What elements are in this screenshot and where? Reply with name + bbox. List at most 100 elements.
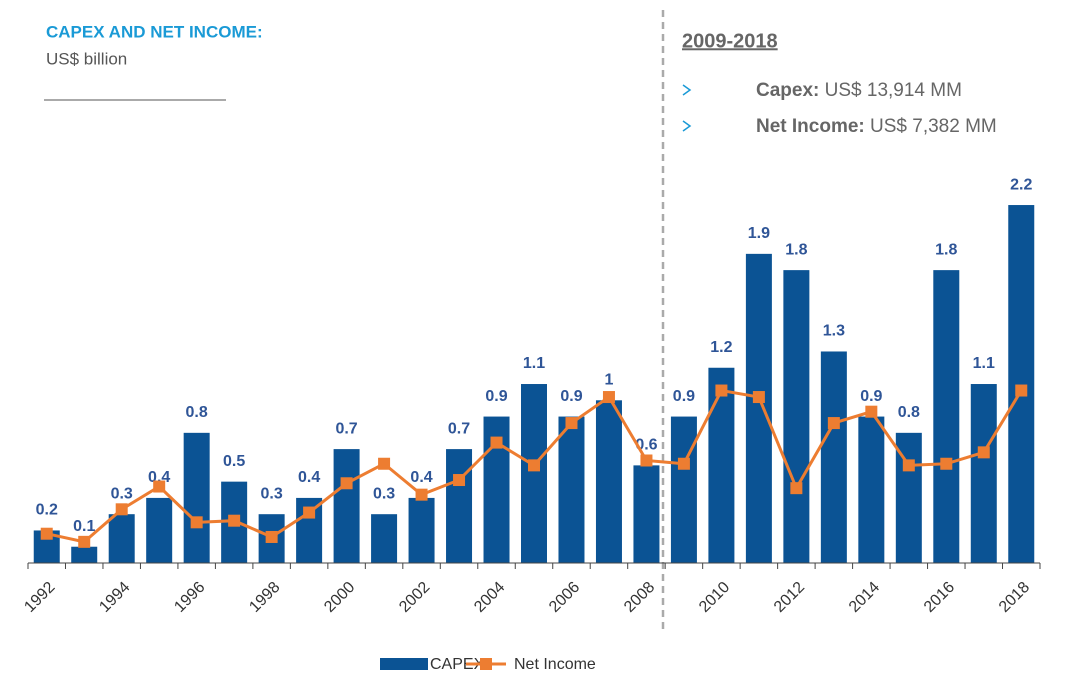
- data-label: 1.8: [785, 241, 807, 258]
- data-label: 0.3: [373, 485, 395, 502]
- data-label: 0.9: [560, 388, 582, 405]
- line-marker: [565, 417, 578, 430]
- line-marker: [677, 457, 690, 470]
- bar: [146, 497, 173, 563]
- bar: [970, 384, 997, 563]
- legend-swatch: [380, 658, 428, 670]
- x-tick-label: 1996: [171, 579, 208, 616]
- data-label: 0.9: [673, 388, 695, 405]
- summary-heading: 2009-2018: [682, 30, 778, 52]
- data-label: 1.1: [973, 355, 995, 372]
- bar: [558, 416, 585, 563]
- bar: [745, 253, 772, 563]
- line-marker: [78, 535, 91, 548]
- x-tick-label: 2008: [621, 579, 658, 616]
- x-tick-label: 2014: [846, 579, 883, 616]
- summary-label: Capex:: [756, 80, 819, 101]
- data-label: 1.1: [523, 355, 545, 372]
- line-marker: [115, 503, 128, 516]
- bar: [446, 449, 473, 563]
- bar: [933, 270, 960, 563]
- line-marker: [977, 446, 990, 459]
- bar: [858, 416, 885, 563]
- chart-subtitle: US$ billion: [46, 49, 127, 68]
- data-label: 1.3: [823, 323, 845, 340]
- data-label: 0.9: [860, 388, 882, 405]
- data-label: 0.2: [36, 502, 58, 519]
- line-marker: [752, 391, 765, 404]
- bar: [408, 497, 435, 563]
- line-marker: [453, 474, 466, 487]
- line-marker: [490, 436, 503, 449]
- bullet: [682, 120, 692, 132]
- bar: [708, 367, 735, 563]
- line-marker: [40, 527, 53, 540]
- summary-text: US$ 7,382 MM: [870, 116, 997, 137]
- data-label: 0.7: [448, 420, 470, 437]
- x-tick-label: 2002: [396, 579, 433, 616]
- bar: [183, 432, 210, 563]
- data-label: 0.4: [298, 469, 320, 486]
- line-marker: [865, 405, 878, 418]
- x-tick-label: 2004: [471, 579, 508, 616]
- data-label: 0.8: [186, 404, 208, 421]
- bar: [783, 270, 810, 563]
- line-marker: [528, 459, 540, 472]
- data-label: 2.2: [1010, 176, 1032, 193]
- line-marker: [153, 480, 166, 493]
- legend-label: CAPEX: [430, 656, 485, 673]
- chart-title: CAPEX AND NET INCOME:: [46, 22, 263, 41]
- x-tick-label: 1992: [21, 579, 58, 616]
- summary-item: Net Income: US$ 7,382 MM: [756, 116, 997, 137]
- x-tick-label: 2018: [996, 579, 1033, 616]
- summary-text: US$ 13,914 MM: [825, 80, 962, 101]
- data-label: 0.1: [73, 518, 95, 535]
- line-marker: [190, 516, 203, 529]
- data-label: 1.8: [935, 241, 957, 258]
- summary-label: Net Income:: [756, 116, 865, 137]
- data-label: 0.4: [410, 469, 432, 486]
- bar: [633, 465, 660, 563]
- line-marker: [940, 457, 953, 470]
- x-tick-label: 1994: [96, 579, 133, 616]
- data-label: 1.9: [748, 225, 770, 242]
- summary-item: Capex: US$ 13,914 MM: [756, 80, 962, 101]
- data-label: 0.3: [111, 485, 133, 502]
- line-marker: [265, 530, 278, 543]
- line-marker: [378, 457, 391, 470]
- bar: [333, 449, 360, 563]
- data-label: 1.2: [710, 339, 732, 356]
- line-marker: [415, 488, 428, 501]
- bar: [108, 514, 135, 563]
- legend-swatch: [480, 658, 492, 670]
- bar: [595, 400, 622, 563]
- bullet: [682, 84, 692, 96]
- bar: [521, 384, 547, 563]
- line-marker: [790, 482, 803, 495]
- bar: [71, 546, 98, 563]
- bar: [1008, 205, 1035, 563]
- data-label: 0.3: [261, 485, 283, 502]
- line-marker: [1015, 384, 1028, 397]
- line-marker: [602, 391, 615, 404]
- x-tick-label: 2006: [546, 579, 583, 616]
- line-marker: [902, 459, 915, 472]
- line-marker: [640, 454, 653, 467]
- data-label: 0.9: [485, 388, 507, 405]
- x-tick-label: 2016: [921, 579, 958, 616]
- x-tick-label: 2000: [321, 579, 358, 616]
- bar: [670, 416, 697, 563]
- line-marker: [827, 417, 840, 430]
- data-label: 0.7: [335, 420, 357, 437]
- bar: [371, 514, 398, 563]
- line-marker: [303, 506, 316, 519]
- data-label: 0.8: [898, 404, 920, 421]
- bar: [820, 351, 847, 563]
- line-marker: [340, 477, 353, 490]
- legend-label: Net Income: [514, 656, 596, 673]
- x-tick-label: 2012: [771, 579, 808, 616]
- x-tick-label: 2010: [696, 579, 733, 616]
- line-marker: [715, 384, 728, 397]
- line-marker: [228, 514, 241, 527]
